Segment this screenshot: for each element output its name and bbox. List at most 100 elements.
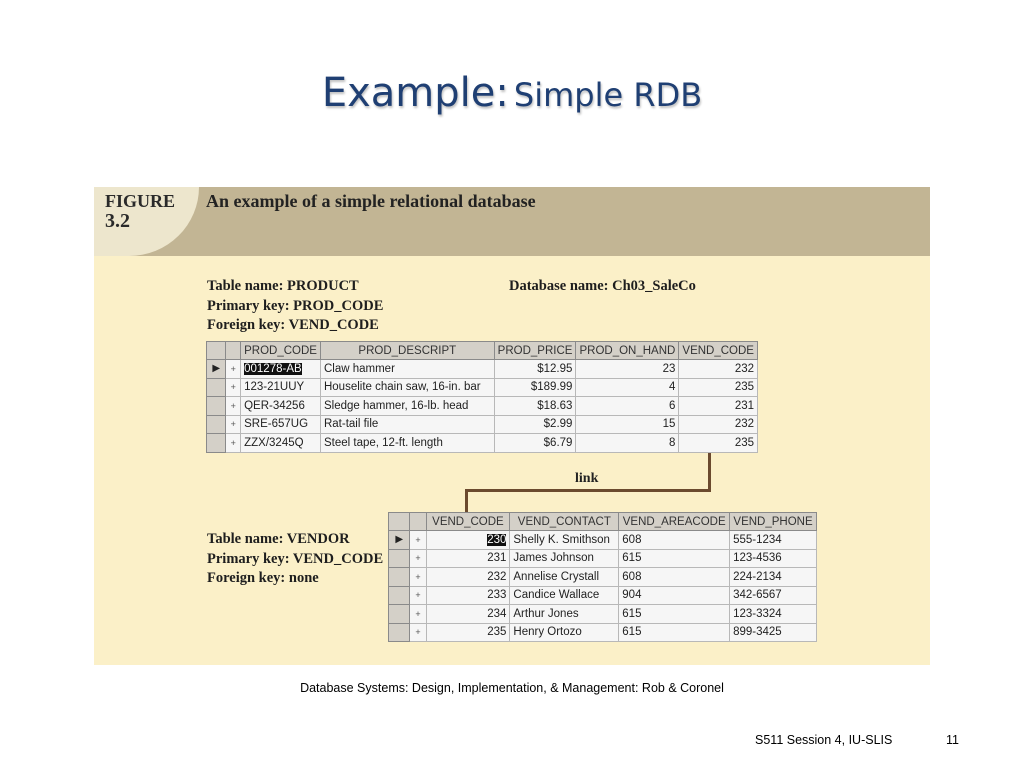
- table-cell[interactable]: Sledge hammer, 16-lb. head: [319, 396, 495, 416]
- table-cell[interactable]: Rat-tail file: [319, 414, 495, 434]
- table-row[interactable]: +233 Candice Wallace 904 342-6567: [387, 585, 817, 605]
- table-cell[interactable]: 615: [618, 604, 731, 624]
- table-cell[interactable]: Shelly K. Smithson: [509, 530, 620, 550]
- table-row[interactable]: +234 Arthur Jones 615 123-3324: [387, 604, 817, 624]
- table-row[interactable]: +231 James Johnson 615 123-4536: [387, 548, 817, 568]
- column-header-prod-on-hand[interactable]: PROD_ON_HAND: [575, 341, 680, 360]
- table-row[interactable]: + QER-34256 Sledge hammer, 16-lb. head $18.…: [205, 396, 758, 416]
- table-row[interactable]: + SRE-657UG Rat-tail file $2.99 15 232: [205, 414, 758, 434]
- expand-row-icon[interactable]: +: [409, 548, 427, 568]
- table-cell[interactable]: $189.99: [493, 377, 577, 397]
- table-cell[interactable]: 4: [575, 377, 680, 397]
- link-label: link: [575, 471, 599, 486]
- column-header-vend-phone[interactable]: VEND_PHONE: [729, 512, 817, 531]
- table-row[interactable]: + ZZX/3245Q Steel tape, 12-ft. length $6.79…: [205, 433, 758, 453]
- expand-row-icon[interactable]: +: [225, 433, 242, 453]
- table-cell[interactable]: 123-21UUY: [240, 377, 321, 397]
- column-header-vend-areacode[interactable]: VEND_AREACODE: [618, 512, 731, 531]
- cell-value: 123-21UUY: [244, 381, 305, 394]
- table-cell[interactable]: 899-3425: [729, 622, 817, 642]
- table-cell[interactable]: 15: [575, 414, 680, 434]
- table-cell[interactable]: Candice Wallace: [509, 585, 620, 605]
- row-selector[interactable]: [387, 604, 411, 624]
- table-cell[interactable]: $6.79: [493, 433, 577, 453]
- table-cell[interactable]: 235: [678, 377, 758, 397]
- table-cell[interactable]: 608: [618, 567, 731, 587]
- table-row[interactable]: ▶ +001278-AB Claw hammer $12.95 23 232: [205, 359, 758, 379]
- cell-value: Rat-tail file: [323, 418, 379, 431]
- row-selector[interactable]: [205, 433, 227, 453]
- expand-row-icon[interactable]: +: [409, 567, 427, 587]
- table-cell[interactable]: 235: [678, 433, 758, 453]
- table-cell[interactable]: 615: [618, 622, 731, 642]
- column-header-prod-price[interactable]: PROD_PRICE: [493, 341, 577, 360]
- table-cell[interactable]: $12.95: [493, 359, 577, 379]
- column-header-vend-code[interactable]: VEND_CODE: [678, 341, 758, 360]
- table-cell[interactable]: 224-2134: [729, 567, 817, 587]
- column-header-vend-code[interactable]: VEND_CODE: [425, 512, 511, 531]
- row-selector[interactable]: [387, 567, 411, 587]
- table-row[interactable]: +232 Annelise Crystall 608 224-2134: [387, 567, 817, 587]
- row-selector[interactable]: [205, 414, 227, 434]
- figure-header: [94, 187, 930, 256]
- table-cell[interactable]: Arthur Jones: [509, 604, 620, 624]
- table-cell[interactable]: 123-3324: [729, 604, 817, 624]
- table-cell[interactable]: James Johnson: [509, 548, 620, 568]
- expand-row-icon[interactable]: +: [409, 530, 427, 550]
- table-cell[interactable]: 555-1234: [729, 530, 817, 550]
- table-cell[interactable]: Claw hammer: [319, 359, 495, 379]
- cell-value: 615: [622, 552, 642, 565]
- table-cell[interactable]: 615: [618, 548, 731, 568]
- table-cell[interactable]: QER-34256: [240, 396, 321, 416]
- row-selector[interactable]: [205, 396, 227, 416]
- table-row[interactable]: +123-21UUY Houselite chain saw, 16-in. ba…: [205, 377, 758, 397]
- expand-row-icon[interactable]: +: [409, 585, 427, 605]
- table-cell[interactable]: 123-4536: [729, 548, 817, 568]
- table-cell[interactable]: $2.99: [493, 414, 577, 434]
- table-cell[interactable]: 231: [425, 548, 511, 568]
- table-cell[interactable]: 23: [575, 359, 680, 379]
- table-cell[interactable]: ZZX/3245Q: [240, 433, 321, 453]
- table-cell[interactable]: 8: [575, 433, 680, 453]
- title-main: Example:: [321, 70, 509, 116]
- row-selector[interactable]: [387, 622, 411, 642]
- table-cell[interactable]: 232: [678, 359, 758, 379]
- table-cell[interactable]: 608: [618, 530, 731, 550]
- column-header-prod-code[interactable]: PROD_CODE: [240, 341, 321, 360]
- table-cell[interactable]: Henry Ortozo: [509, 622, 620, 642]
- table-cell[interactable]: 235: [425, 622, 511, 642]
- table-cell[interactable]: $18.63: [493, 396, 577, 416]
- column-header-vend-contact[interactable]: VEND_CONTACT: [509, 512, 620, 531]
- row-selector[interactable]: [205, 377, 227, 397]
- current-record-arrow-icon[interactable]: ▶: [205, 359, 227, 379]
- table-cell[interactable]: 230: [425, 530, 511, 550]
- table-cell[interactable]: Houselite chain saw, 16-in. bar: [319, 377, 495, 397]
- cell-value: QER-34256: [244, 399, 305, 412]
- table-cell[interactable]: Annelise Crystall: [509, 567, 620, 587]
- table-cell[interactable]: 342-6567: [729, 585, 817, 605]
- expand-row-icon[interactable]: +: [409, 604, 427, 624]
- current-record-arrow-icon[interactable]: ▶: [387, 530, 411, 550]
- table-row[interactable]: ▶ +230 Shelly K. Smithson 608 555-1234: [387, 530, 817, 550]
- cell-value: 123-4536: [733, 552, 782, 565]
- table-cell[interactable]: 232: [678, 414, 758, 434]
- table-cell[interactable]: 233: [425, 585, 511, 605]
- expand-row-icon[interactable]: +: [409, 622, 427, 642]
- expand-row-icon[interactable]: +: [225, 414, 242, 434]
- table-cell[interactable]: 6: [575, 396, 680, 416]
- row-selector[interactable]: [387, 548, 411, 568]
- table-row[interactable]: +235 Henry Ortozo 615 899-3425: [387, 622, 817, 642]
- row-selector[interactable]: [387, 585, 411, 605]
- table-cell[interactable]: 001278-AB: [240, 359, 321, 379]
- table-cell[interactable]: 234: [425, 604, 511, 624]
- column-header-prod-descript[interactable]: PROD_DESCRIPT: [319, 341, 495, 360]
- expand-row-icon[interactable]: +: [225, 396, 242, 416]
- table-cell[interactable]: SRE-657UG: [240, 414, 321, 434]
- table-cell[interactable]: Steel tape, 12-ft. length: [319, 433, 495, 453]
- expand-row-icon[interactable]: +: [225, 359, 242, 379]
- table-cell[interactable]: 232: [425, 567, 511, 587]
- figure-label: FIGURE 3.2: [105, 191, 175, 231]
- table-cell[interactable]: 904: [618, 585, 731, 605]
- table-cell[interactable]: 231: [678, 396, 758, 416]
- expand-row-icon[interactable]: +: [225, 377, 242, 397]
